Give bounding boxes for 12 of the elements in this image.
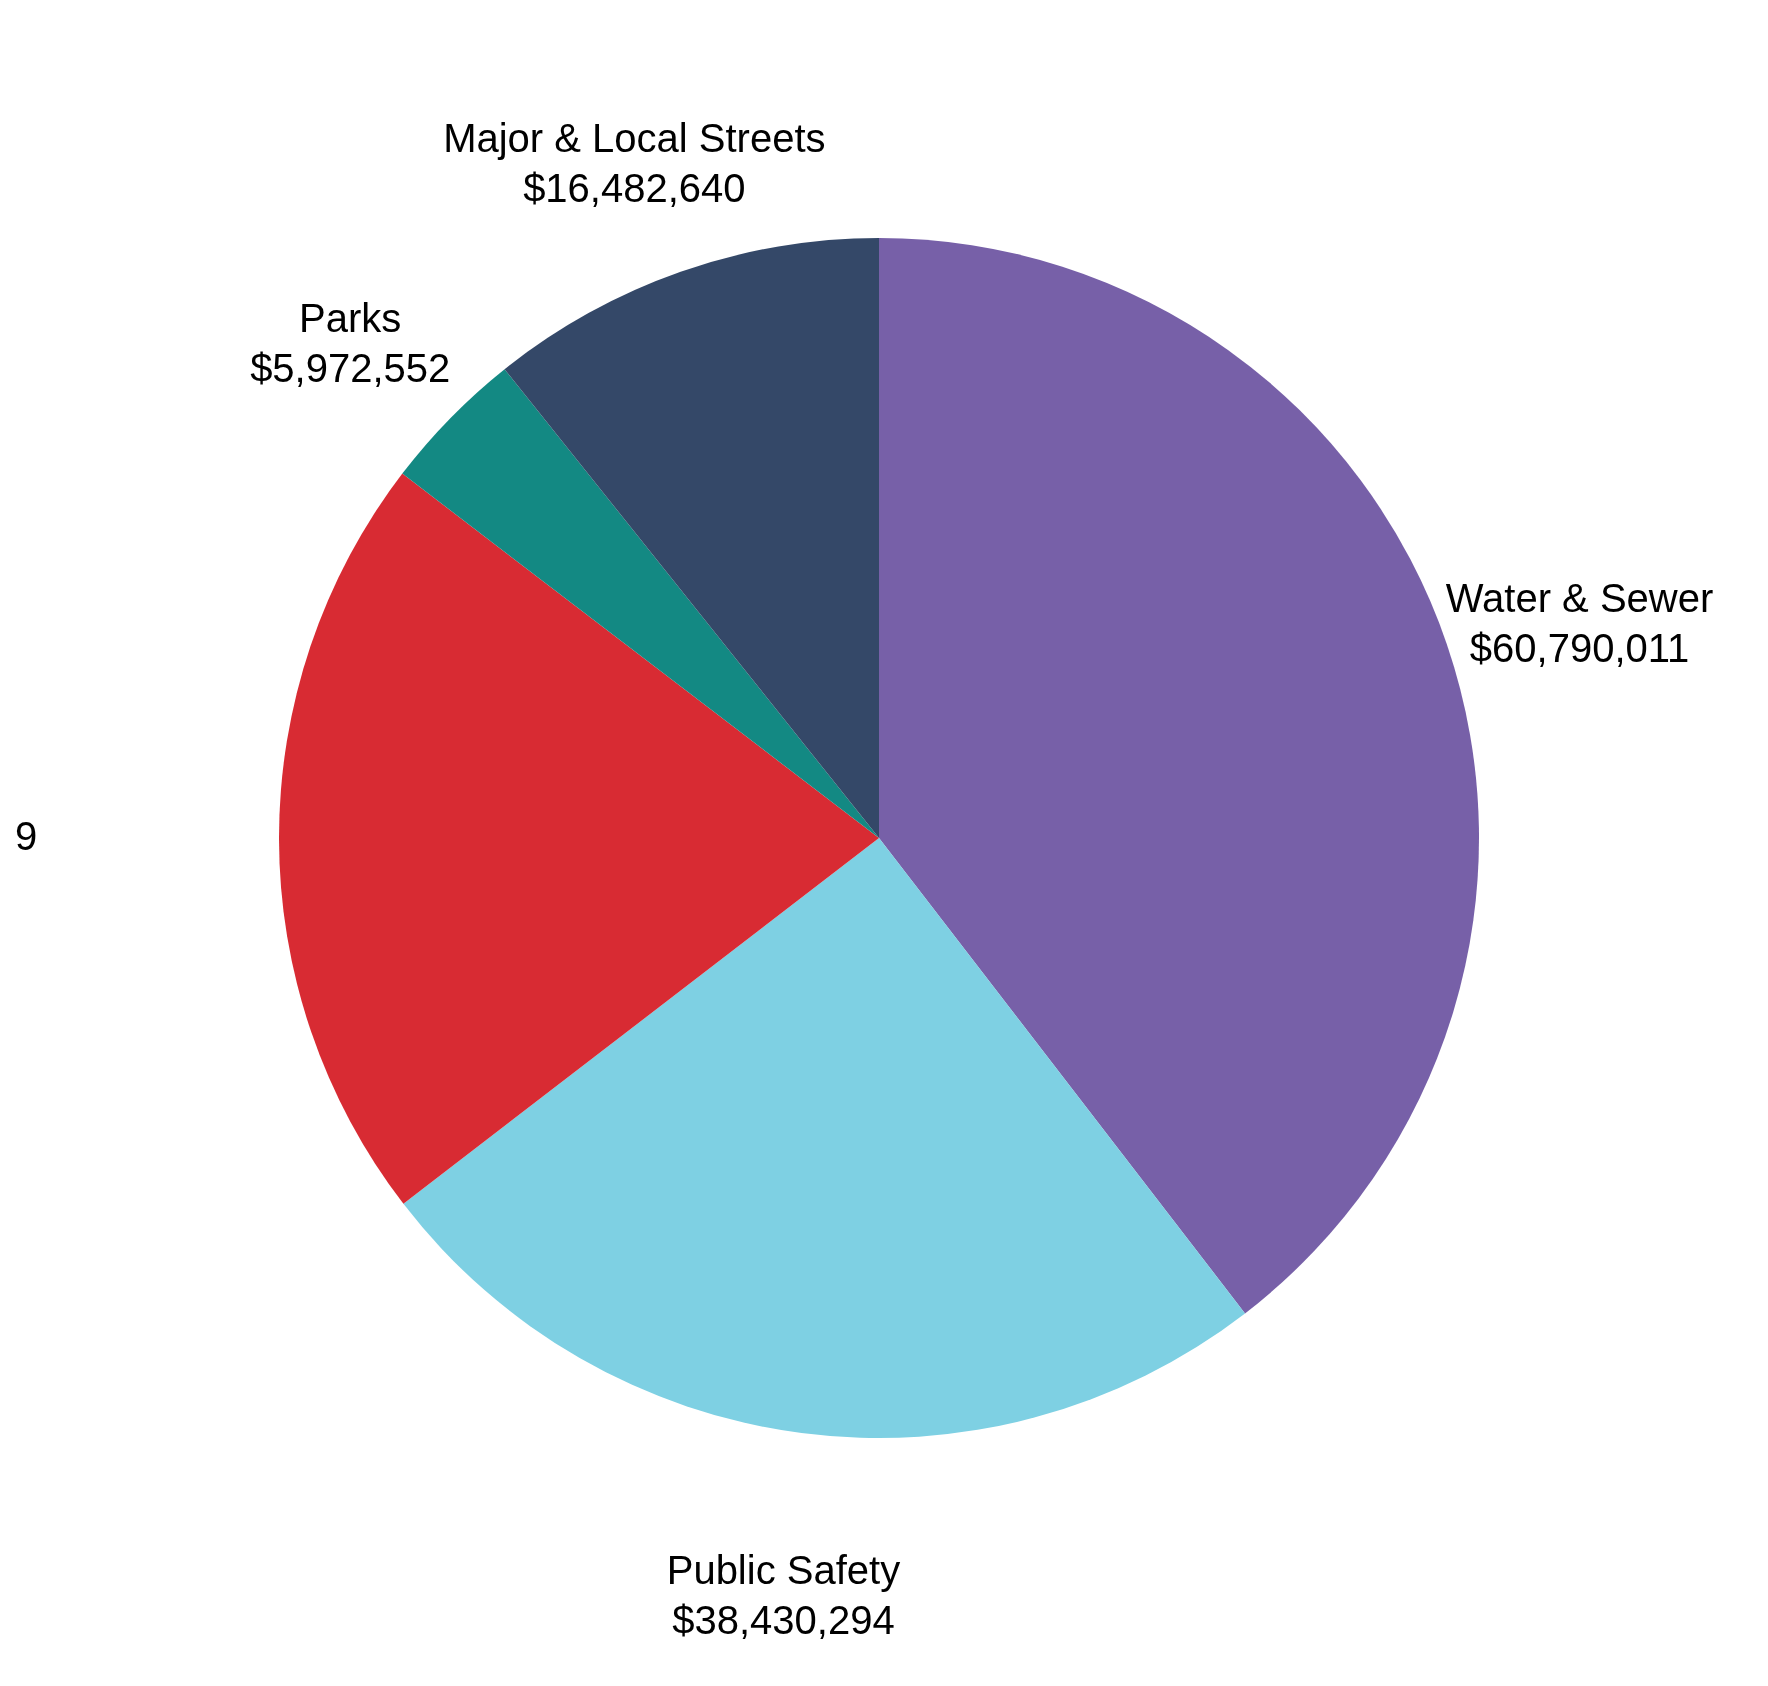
slice-label: Water & Sewer xyxy=(1445,575,1714,620)
pie-slice xyxy=(403,838,1246,1438)
data-label: $16,482,640 xyxy=(523,165,746,210)
slice-label: Public Safety xyxy=(666,1547,901,1592)
pie-slice xyxy=(504,238,879,838)
slice-label: Major & Local Streets xyxy=(443,115,826,160)
text: 9 xyxy=(15,814,38,858)
data-label: $5,972,552 xyxy=(250,346,451,391)
data-label: $38,430,294 xyxy=(672,1597,895,1642)
data-label: $60,790,011 xyxy=(1469,625,1690,670)
pie-slice xyxy=(280,473,879,1204)
slice-label: Parks xyxy=(299,296,402,341)
